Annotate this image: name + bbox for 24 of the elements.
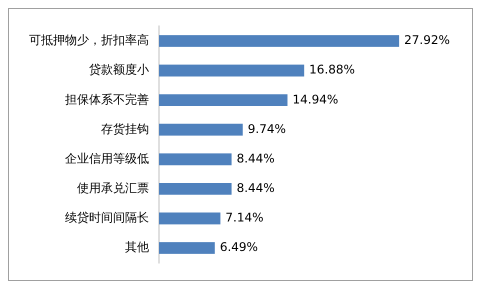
bar [159, 124, 243, 136]
y-tick-label: 企业信用等级低 [65, 151, 149, 166]
data-label: 8.44% [236, 151, 275, 166]
y-tick-label: 担保体系不完善 [65, 92, 149, 106]
bar [159, 94, 288, 106]
y-tick-label: 使用承兑汇票 [77, 180, 149, 195]
data-label: 8.44% [236, 180, 275, 195]
data-label: 7.14% [225, 210, 264, 225]
bar [159, 35, 400, 47]
bar [159, 64, 304, 76]
y-tick-label: 贷款额度小 [89, 62, 149, 77]
bar [159, 212, 220, 224]
y-tick-label: 可抵押物少，折扣率高 [29, 33, 149, 48]
data-label: 14.94% [292, 92, 338, 106]
y-tick-label: 其他 [125, 240, 149, 254]
data-label: 9.74% [248, 122, 286, 136]
bar [159, 153, 232, 166]
y-tick-label: 存货挂钩 [101, 122, 149, 136]
data-label: 16.88% [309, 62, 355, 77]
data-label: 6.49% [220, 240, 258, 254]
data-label: 27.92% [404, 33, 450, 48]
bar [159, 182, 232, 195]
y-tick-label: 续贷时间间隔长 [65, 210, 149, 225]
bar [159, 242, 215, 254]
